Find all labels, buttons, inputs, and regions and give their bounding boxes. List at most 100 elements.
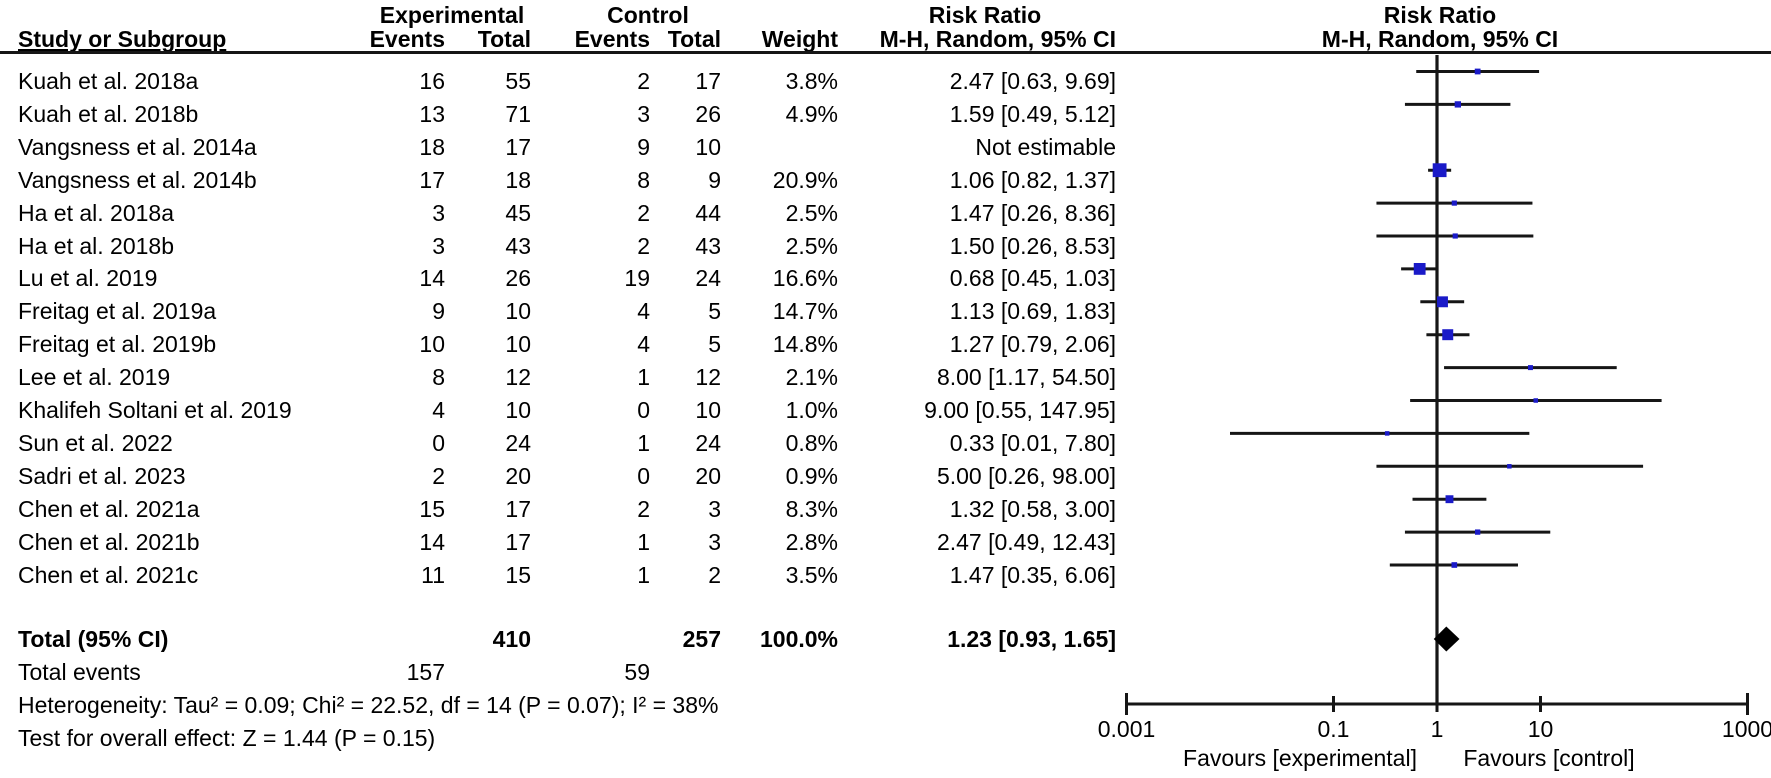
effect-square [1445,495,1454,504]
rr-ci-text: 0.33 [0.01, 7.80] [949,429,1116,456]
rr-ci-text: 2.47 [0.63, 9.69] [949,68,1116,94]
ctl-total: 2 [708,561,721,588]
rr-ci-text: 1.50 [0.26, 8.53] [949,232,1116,259]
study-name: Vangsness et al. 2014b [18,166,257,193]
tick-label: 10 [1528,716,1554,742]
exp-events: 2 [432,462,445,489]
exp-total: 15 [505,561,531,588]
favours-control-label: Favours [control] [1463,745,1634,771]
exp-events: 10 [419,331,445,358]
weight: 2.1% [785,364,838,391]
effect-square [1474,68,1481,75]
weight: 0.8% [785,429,838,456]
study-name: Freitag et al. 2019b [18,331,217,358]
exp-events: 17 [419,166,445,193]
exp-events: 8 [432,364,445,391]
ctl-events: 2 [637,495,650,522]
effect-square [1474,529,1481,535]
study-name: Chen et al. 2021b [18,528,200,555]
total-weight: 100.0% [759,625,838,652]
exp-total: 20 [505,462,531,489]
study-name: Lee et al. 2019 [18,364,171,391]
study-name: Sadri et al. 2023 [18,462,186,489]
exp-events: 16 [419,68,445,94]
header-method-plot: M-H, Random, 95% CI [1321,26,1559,52]
weight: 2.8% [785,528,838,555]
header-method-table: M-H, Random, 95% CI [879,26,1116,52]
ctl-events: 9 [637,133,650,160]
ctl-total: 3 [708,495,721,522]
exp-events: 9 [432,298,445,325]
rr-ci-text: 1.59 [0.49, 5.12] [949,100,1116,127]
ctl-events: 8 [637,166,650,193]
tick-label: 0.1 [1318,716,1350,742]
exp-total: 10 [505,298,531,325]
exp-events: 14 [419,528,445,555]
ctl-events: 2 [637,199,650,226]
exp-total: 24 [505,429,531,456]
ctl-events: 1 [637,528,650,555]
effect-square [1384,431,1390,436]
ctl-total: 5 [708,331,721,358]
ctl-events: 19 [624,265,650,292]
header-control: Control [607,2,689,28]
weight: 3.5% [785,561,838,588]
weight: 8.3% [785,495,838,522]
rr-ci-text: 0.68 [0.45, 1.03] [949,265,1116,292]
study-name: Khalifeh Soltani et al. 2019 [18,397,292,423]
header-study-col: Study or Subgroup [18,26,227,52]
weight: 14.7% [772,298,838,325]
exp-events: 15 [419,495,445,522]
exp-total: 18 [505,166,531,193]
effect-square [1507,464,1512,469]
rr-ci-text: Not estimable [975,133,1116,160]
exp-total: 71 [505,100,531,127]
rr-ci-text: 8.00 [1.17, 54.50] [936,364,1116,391]
ctl-events: 4 [637,331,650,358]
total-events-label: Total events [18,658,141,685]
weight: 16.6% [772,265,838,292]
exp-events: 3 [432,199,445,226]
exp-events: 18 [419,133,445,160]
ctl-total: 24 [695,429,721,456]
rr-ci-text: 1.32 [0.58, 3.00] [949,495,1116,522]
exp-total: 26 [505,265,531,292]
study-name: Ha et al. 2018a [18,199,175,226]
study-name: Kuah et al. 2018a [18,68,199,94]
study-name: Vangsness et al. 2014a [18,133,257,160]
total-exp-total: 410 [492,625,531,652]
exp-total: 17 [505,133,531,160]
exp-events: 4 [432,397,445,423]
rr-ci-text: 1.13 [0.69, 1.83] [949,298,1116,325]
summary-diamond [1433,626,1460,652]
study-name: Freitag et al. 2019a [18,298,217,325]
ctl-total: 5 [708,298,721,325]
header-experimental: Experimental [379,2,525,28]
exp-total: 12 [505,364,531,391]
rr-ci-text: 5.00 [0.26, 98.00] [936,462,1116,489]
ctl-total: 9 [708,166,721,193]
ctl-events: 1 [637,364,650,391]
header-weight: Weight [761,26,838,52]
ctl-total: 20 [695,462,721,489]
study-name: Lu et al. 2019 [18,265,158,292]
weight: 4.9% [785,100,838,127]
weight: 1.0% [785,397,838,423]
ctl-events: 0 [637,462,650,489]
exp-total: 17 [505,495,531,522]
tick-label: 1 [1431,716,1444,742]
ctl-events: 4 [637,298,650,325]
header-events-ctl: Events [574,26,650,52]
exp-events: 14 [419,265,445,292]
ctl-total: 17 [695,68,721,94]
header-total-exp: Total [477,26,531,52]
ctl-total: 10 [695,397,721,423]
header-underline [0,51,1771,54]
effect-square [1442,329,1454,341]
effect-square [1413,262,1426,275]
rr-ci-text: 1.47 [0.35, 6.06] [949,561,1116,588]
heterogeneity-text: Heterogeneity: Tau² = 0.09; Chi² = 22.52… [18,691,719,718]
rr-ci-text: 1.47 [0.26, 8.36] [949,199,1116,226]
overall-effect-text: Test for overall effect: Z = 1.44 (P = 0… [18,724,436,751]
